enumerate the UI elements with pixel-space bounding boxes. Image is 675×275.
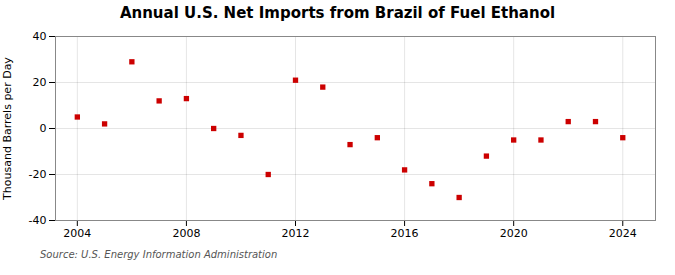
svg-text:Thousand Barrels per Day: Thousand Barrels per Day (1, 57, 14, 201)
svg-text:2020: 2020 (500, 227, 528, 240)
svg-text:2008: 2008 (172, 227, 200, 240)
svg-text:0: 0 (40, 122, 47, 135)
svg-text:40: 40 (33, 30, 47, 43)
svg-text:2012: 2012 (282, 227, 310, 240)
svg-text:2004: 2004 (63, 227, 91, 240)
html-text:Annual U.S. Net Imports from B: Annual U.S. Net Imports from Brazil of F… (119, 4, 556, 22)
html-text:Source: U.S. Energy Informatio: Source: U.S. Energy Information Administ… (40, 249, 278, 260)
svg-text:20: 20 (33, 76, 47, 89)
svg-text:2024: 2024 (609, 227, 637, 240)
svg-text:-20: -20 (29, 168, 47, 181)
svg-text:-40: -40 (29, 214, 47, 227)
svg-text:2016: 2016 (391, 227, 419, 240)
